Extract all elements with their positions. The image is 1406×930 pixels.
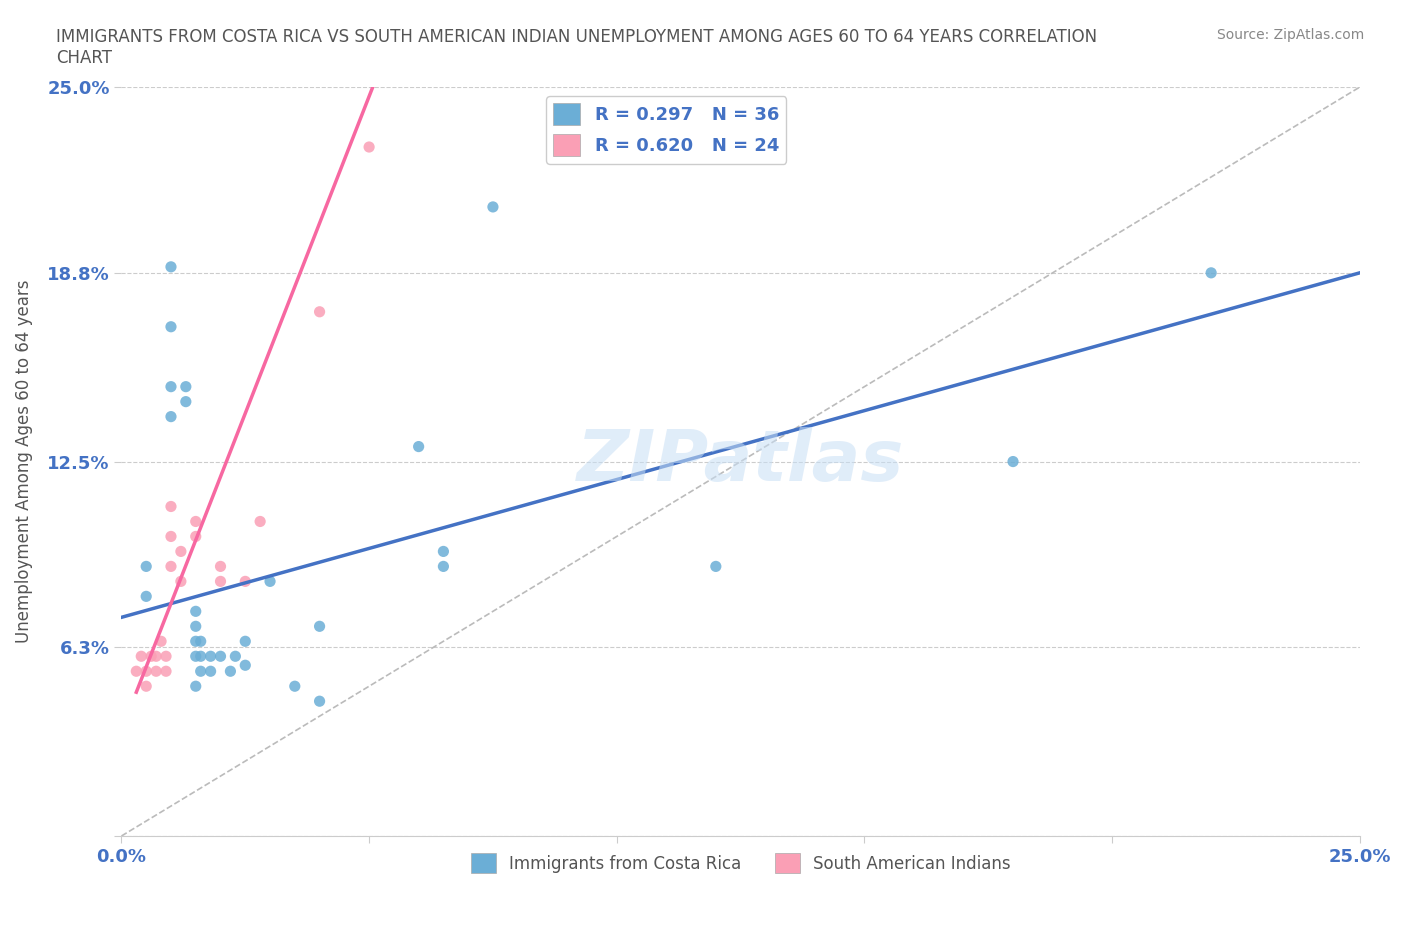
Point: [259, 574, 281, 589]
Point: [233, 634, 256, 649]
Point: [170, 574, 193, 589]
Point: [184, 529, 207, 544]
Legend: Immigrants from Costa Rica, South American Indians: Immigrants from Costa Rica, South Americ…: [464, 846, 1017, 880]
Point: [190, 664, 212, 679]
Point: [125, 664, 148, 679]
Point: [150, 634, 173, 649]
Point: [135, 664, 157, 679]
Point: [145, 664, 167, 679]
Point: [160, 259, 183, 274]
Point: [249, 514, 271, 529]
Point: [704, 559, 727, 574]
Point: [155, 649, 177, 664]
Point: [219, 664, 242, 679]
Point: [160, 379, 183, 394]
Point: [209, 649, 232, 664]
Point: [170, 544, 193, 559]
Point: [160, 499, 183, 514]
Point: [408, 439, 430, 454]
Point: [174, 379, 197, 394]
Point: [308, 618, 330, 633]
Point: [359, 140, 381, 154]
Point: [1199, 265, 1222, 280]
Point: [160, 559, 183, 574]
Point: [135, 589, 157, 604]
Point: [432, 544, 454, 559]
Point: [209, 574, 232, 589]
Point: [284, 679, 307, 694]
Point: [457, 20, 479, 34]
Point: [200, 649, 222, 664]
Y-axis label: Unemployment Among Ages 60 to 64 years: Unemployment Among Ages 60 to 64 years: [15, 280, 32, 644]
Point: [184, 634, 207, 649]
Point: [184, 649, 207, 664]
Text: ZIPatlas: ZIPatlas: [576, 427, 904, 496]
Point: [224, 649, 246, 664]
Point: [233, 658, 256, 672]
Text: Source: ZipAtlas.com: Source: ZipAtlas.com: [1216, 28, 1364, 42]
Point: [1002, 454, 1025, 469]
Point: [160, 529, 183, 544]
Point: [233, 574, 256, 589]
Point: [174, 394, 197, 409]
Point: [308, 304, 330, 319]
Point: [184, 679, 207, 694]
Point: [482, 200, 505, 215]
Point: [308, 694, 330, 709]
Point: [200, 664, 222, 679]
Point: [184, 618, 207, 633]
Point: [129, 649, 152, 664]
Point: [432, 559, 454, 574]
Point: [141, 649, 163, 664]
Point: [184, 604, 207, 618]
Point: [190, 634, 212, 649]
Point: [155, 664, 177, 679]
Point: [160, 409, 183, 424]
Text: IMMIGRANTS FROM COSTA RICA VS SOUTH AMERICAN INDIAN UNEMPLOYMENT AMONG AGES 60 T: IMMIGRANTS FROM COSTA RICA VS SOUTH AMER…: [56, 28, 1097, 67]
Point: [184, 514, 207, 529]
Point: [135, 559, 157, 574]
Point: [190, 649, 212, 664]
Point: [135, 679, 157, 694]
Point: [160, 319, 183, 334]
Point: [145, 649, 167, 664]
Point: [209, 559, 232, 574]
